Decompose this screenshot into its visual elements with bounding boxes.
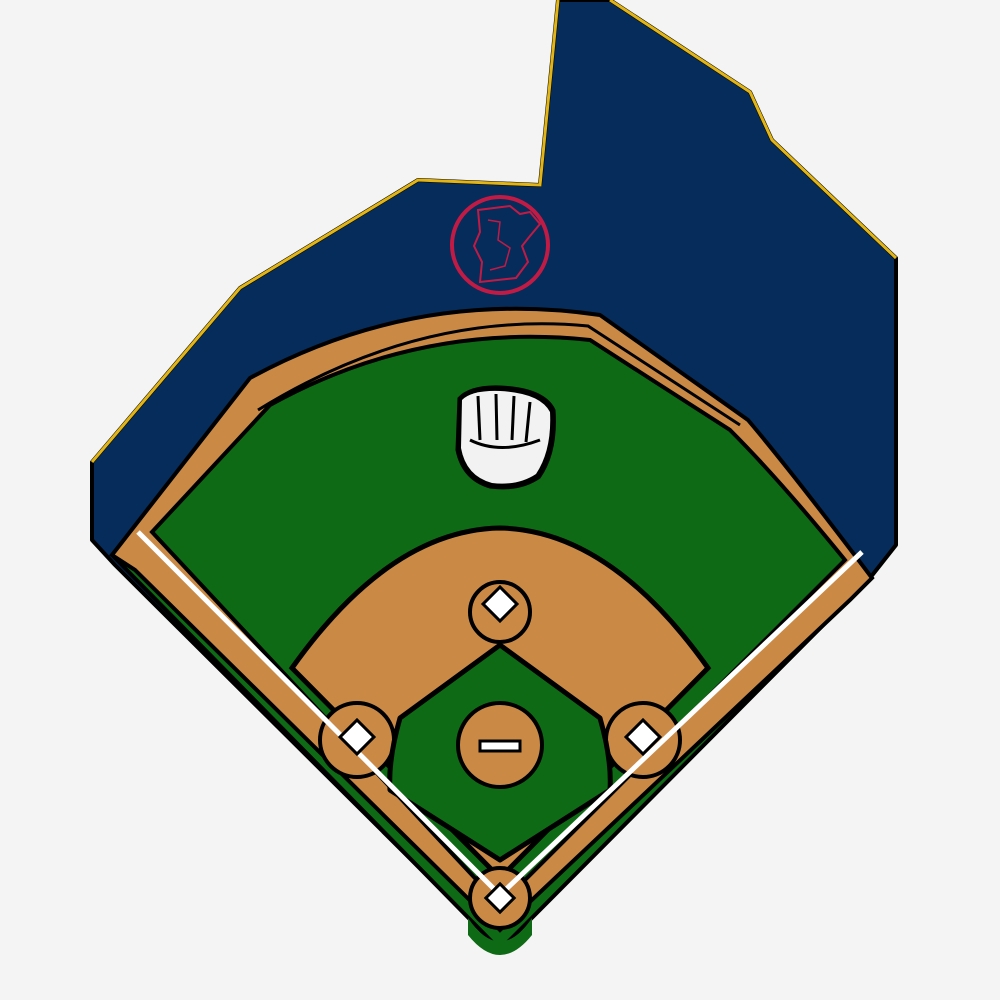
first-base-foul-line [498,550,864,897]
warning-track-rail [257,322,741,427]
pitchers-rubber [478,739,522,753]
state-outline-circle-logo [450,195,550,295]
baseball-glove-logo [455,385,556,490]
stands-trim [90,0,898,463]
home-plate [483,881,517,915]
home-plate-grass-lip [468,918,532,955]
second-base [480,584,520,624]
third-base [337,717,377,757]
third-base-foul-line [136,530,502,897]
first-base [623,717,663,757]
